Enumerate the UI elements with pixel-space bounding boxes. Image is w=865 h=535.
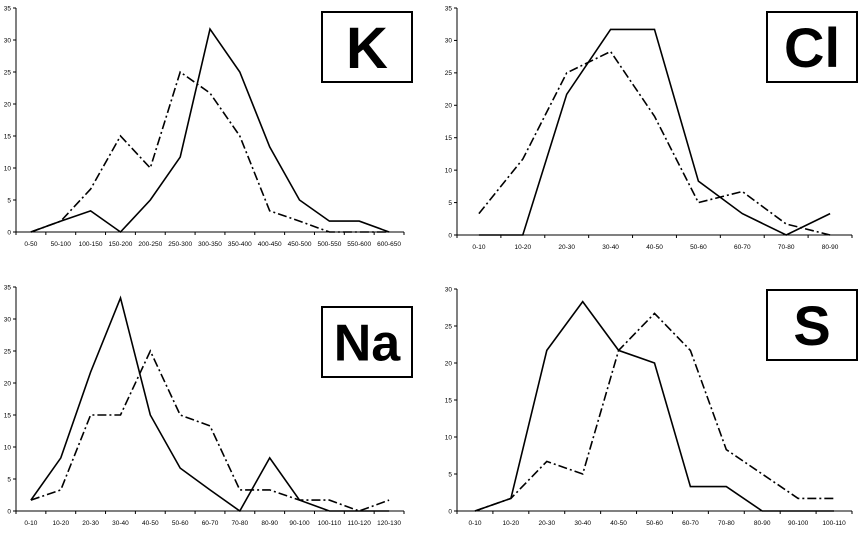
x-tick-label: 10-20 — [503, 520, 520, 527]
x-tick-label: 0-10 — [468, 520, 481, 527]
chart-cl: 0 5 10 15 20 25 30 35 0-10 10-20 20-30 30-40 40-50 50… — [445, 5, 858, 251]
x-tick-label: 60-70 — [202, 520, 219, 527]
series-line-dashdot — [30, 70, 390, 233]
x-tick-label: 20-30 — [82, 520, 99, 527]
y-tick-label: 25 — [4, 348, 12, 355]
x-tick-label: 600-650 — [377, 241, 401, 248]
x-tick-label: 80-90 — [261, 520, 278, 527]
x-tick-label: 10-20 — [52, 520, 69, 527]
x-tick-label: 0-10 — [24, 520, 37, 527]
y-tick-label: 30 — [445, 38, 453, 45]
x-tick-label: 50-60 — [646, 520, 663, 527]
x-tick-label: 70-80 — [778, 244, 795, 251]
x-tick-label: 50-60 — [690, 244, 707, 251]
x-tick-label: 80-90 — [754, 520, 771, 527]
y-tick-label: 20 — [4, 380, 12, 387]
x-tick-label: 70-80 — [232, 520, 249, 527]
y-tick-label: 5 — [7, 197, 11, 204]
x-tick-label: 550-600 — [347, 241, 371, 248]
panel-label-box — [321, 306, 413, 378]
x-tick-label: 120-130 — [377, 520, 401, 527]
x-tick-label: 250-300 — [168, 241, 192, 248]
x-tick-label: 100-110 — [318, 520, 342, 527]
y-tick-label: 35 — [4, 284, 12, 291]
x-tick-label: 0-10 — [472, 244, 485, 251]
x-tick-label: 200-250 — [138, 241, 162, 248]
y-tick-label: 20 — [4, 101, 12, 108]
x-tick-label: 60-70 — [682, 520, 699, 527]
series-line-solid — [30, 27, 390, 234]
y-tick-label: 15 — [4, 412, 12, 419]
x-tick-label: 20-30 — [538, 520, 555, 527]
panel-label: K — [346, 16, 388, 81]
y-tick-label: 20 — [445, 360, 453, 367]
chart-k: 0 5 10 15 20 25 30 35 0-50 50-100 100-150 150-200 20… — [4, 5, 413, 248]
chart-na: 0 5 10 15 20 25 30 35 0-10 10-20 20-30 30-40 40-50 50… — [4, 284, 413, 527]
panel-label-box — [766, 289, 858, 361]
x-tick-label: 400-450 — [258, 241, 282, 248]
x-tick-label: 300-350 — [198, 241, 222, 248]
y-tick-label: 0 — [7, 229, 11, 236]
x-tick-label: 10-20 — [515, 244, 532, 251]
x-tick-label: 20-30 — [558, 244, 575, 251]
x-tick-label: 40-50 — [142, 520, 159, 527]
x-tick-label: 500-550 — [317, 241, 341, 248]
x-tick-label: 150-200 — [109, 241, 133, 248]
x-tick-label: 100-110 — [822, 520, 846, 527]
panel-label: Cl — [784, 16, 840, 79]
panel-label: Na — [334, 315, 402, 373]
y-tick-label: 0 — [448, 232, 452, 239]
x-tick-label: 50-100 — [51, 241, 72, 248]
y-tick-label: 10 — [445, 434, 453, 441]
y-tick-label: 15 — [445, 135, 453, 142]
y-tick-label: 15 — [445, 397, 453, 404]
y-tick-label: 5 — [7, 476, 11, 483]
x-tick-label: 30-40 — [602, 244, 619, 251]
series-line-dashdot — [478, 50, 831, 236]
panel-label: S — [793, 294, 830, 357]
x-tick-label: 350-400 — [228, 241, 252, 248]
y-tick-label: 25 — [445, 323, 453, 330]
x-tick-label: 110-120 — [348, 520, 372, 527]
panel-label-box — [766, 11, 858, 83]
x-tick-label: 30-40 — [112, 520, 129, 527]
y-tick-label: 5 — [448, 200, 452, 207]
y-tick-label: 0 — [448, 508, 452, 515]
x-tick-label: 0-50 — [24, 241, 37, 248]
x-tick-label: 90-100 — [289, 520, 310, 527]
chart-s: 0 5 10 15 20 25 30 0-10 10-20 20-30 30-40 40-50 50-6… — [445, 286, 858, 527]
x-tick-label: 40-50 — [646, 244, 663, 251]
panel-label-box — [321, 11, 413, 83]
x-tick-label: 50-60 — [172, 520, 189, 527]
y-tick-label: 0 — [7, 508, 11, 515]
y-tick-label: 5 — [448, 471, 452, 478]
x-tick-label: 60-70 — [734, 244, 751, 251]
series-line-dashdot — [30, 349, 390, 512]
y-tick-label: 35 — [4, 5, 12, 12]
y-tick-label: 15 — [4, 133, 12, 140]
y-tick-label: 10 — [4, 165, 12, 172]
y-tick-label: 30 — [4, 37, 12, 44]
x-tick-label: 450-500 — [288, 241, 312, 248]
y-tick-label: 25 — [445, 70, 453, 77]
y-tick-label: 20 — [445, 103, 453, 110]
x-tick-label: 40-50 — [610, 520, 627, 527]
y-tick-label: 35 — [445, 5, 453, 12]
x-tick-label: 70-80 — [718, 520, 735, 527]
x-tick-label: 90-100 — [788, 520, 809, 527]
y-tick-label: 10 — [445, 167, 453, 174]
series-line-dashdot — [474, 312, 834, 512]
series-line-solid — [478, 28, 831, 236]
y-tick-label: 30 — [4, 316, 12, 323]
y-tick-label: 30 — [445, 286, 453, 293]
y-tick-label: 25 — [4, 69, 12, 76]
y-tick-label: 10 — [4, 444, 12, 451]
x-tick-label: 30-40 — [574, 520, 591, 527]
x-tick-label: 80-90 — [822, 244, 839, 251]
x-tick-label: 100-150 — [79, 241, 103, 248]
series-line-solid — [30, 295, 390, 513]
series-line-solid — [474, 300, 834, 512]
